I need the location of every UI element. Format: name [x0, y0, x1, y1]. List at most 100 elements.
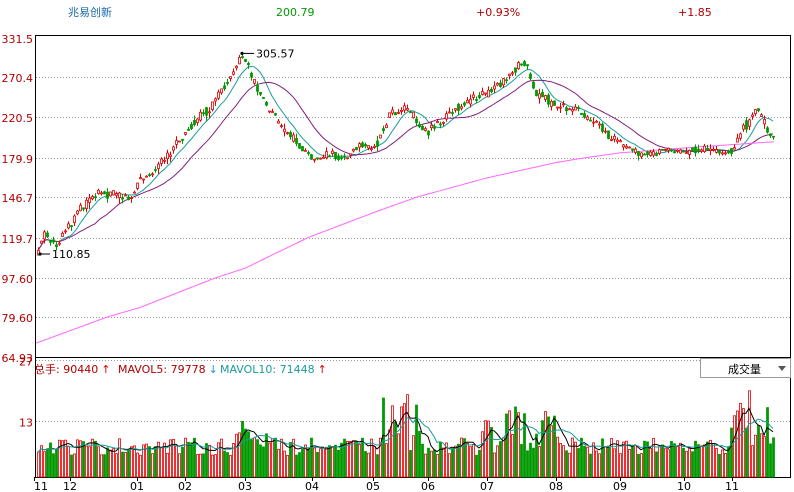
volume-bar — [517, 412, 520, 478]
candle — [709, 144, 712, 156]
volume-bar — [175, 445, 178, 478]
volume-bar — [598, 453, 601, 478]
volume-bar — [553, 415, 556, 478]
candle-body — [262, 97, 265, 99]
candle — [205, 106, 208, 122]
volume-bar — [451, 447, 454, 478]
volume-bar — [211, 454, 214, 478]
volume-bar — [214, 454, 217, 478]
candle — [91, 194, 94, 201]
change-amount: +1.85 — [678, 6, 712, 19]
candle — [211, 101, 214, 112]
candle-body — [535, 89, 538, 97]
candle-body — [244, 58, 247, 62]
volume-bar — [763, 436, 766, 478]
volume-bar — [121, 451, 124, 478]
volume-bar — [472, 443, 475, 478]
volume-bar — [556, 436, 559, 478]
candle-body — [589, 119, 592, 122]
candle-body — [547, 94, 550, 105]
candle-body — [445, 113, 448, 120]
candle — [103, 190, 106, 195]
volume-indicator-select[interactable]: 成交量 — [700, 358, 791, 378]
candle-body — [670, 149, 673, 152]
candle — [538, 88, 541, 104]
candle — [580, 112, 583, 115]
candle-body — [100, 192, 103, 195]
volume-bar — [37, 451, 40, 478]
volume-select-box[interactable] — [700, 358, 791, 378]
candle-body — [145, 175, 148, 178]
candle-body — [430, 124, 433, 129]
candle-body — [520, 63, 523, 66]
volume-bar — [295, 454, 298, 478]
candle — [109, 191, 112, 197]
candle — [85, 197, 88, 213]
candle — [355, 146, 358, 151]
volume-bar — [649, 447, 652, 478]
candle-body — [703, 145, 706, 152]
volume-bar — [490, 427, 493, 478]
candle — [283, 123, 286, 137]
candle — [508, 73, 511, 80]
volume-bar — [136, 452, 139, 478]
candle — [127, 194, 130, 201]
candle — [163, 156, 166, 164]
candle — [268, 110, 271, 114]
candle — [430, 121, 433, 131]
candle-body — [148, 174, 151, 177]
candle-body — [391, 109, 394, 114]
volume-bar — [259, 444, 262, 478]
candle — [157, 161, 160, 174]
mavol5-label: MAVOL5: — [118, 363, 171, 376]
candle — [79, 202, 82, 212]
candle — [55, 240, 58, 251]
candle — [487, 86, 490, 98]
volume-bar — [55, 448, 58, 478]
candle — [454, 108, 457, 113]
volume-bar — [502, 437, 505, 478]
candle-body — [103, 191, 106, 195]
volume-bar — [250, 439, 253, 478]
candle-body — [193, 120, 196, 125]
volume-bar — [85, 445, 88, 478]
candle — [562, 100, 565, 108]
candle — [400, 107, 403, 115]
candle-body — [733, 147, 736, 150]
candle — [262, 97, 265, 99]
triangle-down-icon[interactable] — [778, 366, 786, 371]
volume-bar — [367, 452, 370, 478]
volume-bar — [481, 431, 484, 478]
candle — [595, 119, 598, 123]
volume-bar — [217, 442, 220, 478]
x-tick-label: 05 — [366, 480, 380, 492]
volume-bar — [751, 445, 754, 478]
candle-body — [640, 152, 643, 158]
volume-bar — [229, 454, 232, 478]
candle — [757, 108, 760, 113]
candle-body — [280, 125, 283, 128]
date-axis: 11 12 01 02 03 04 05 06 07 08 09 10 11 — [34, 477, 739, 492]
candle-body — [178, 140, 181, 143]
candle — [166, 149, 169, 165]
candle — [331, 148, 334, 157]
candle — [169, 151, 172, 162]
candle-body — [508, 73, 511, 77]
y-tick-label: 79.60 — [2, 312, 34, 325]
volume-bar — [733, 415, 736, 478]
candle — [526, 64, 529, 71]
volume-bar — [748, 390, 751, 478]
candle — [49, 239, 52, 246]
candle-body — [631, 148, 634, 151]
volume-bar — [334, 444, 337, 478]
volume-bar — [640, 453, 643, 478]
volume-bar — [181, 446, 184, 478]
candle-body — [214, 98, 217, 102]
volume-bar — [208, 444, 211, 478]
volume-bar — [376, 454, 379, 478]
candle-body — [598, 123, 601, 126]
mavol10-arrow: ↑ — [318, 363, 327, 376]
candle — [421, 124, 424, 131]
candle-body — [463, 102, 466, 106]
